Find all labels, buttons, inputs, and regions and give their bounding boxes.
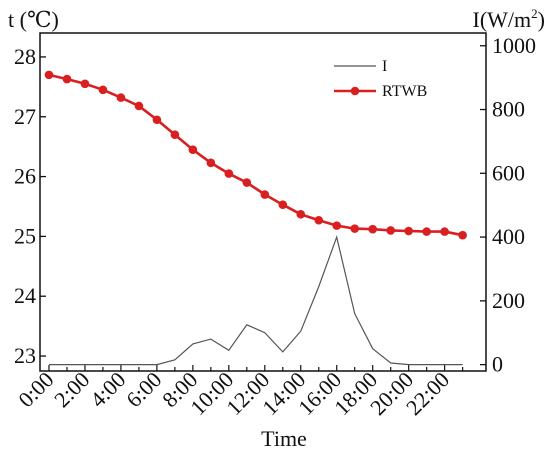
series-point-rtwb [314,215,324,225]
series-point-rtwb [80,79,90,89]
series-lines [44,70,467,366]
series-point-rtwb [188,145,198,154]
series-point-rtwb [404,226,413,236]
axes: 23 24 25 26 27 28 0 200 400 600 800 1000 0:002:004:0… [13,33,536,420]
series-point-rtwb [332,221,342,230]
plot-frame [39,32,487,372]
series-point-rtwb [440,227,449,236]
right-axis-title-suffix: ) [538,7,545,32]
series-point-rtwb [350,224,360,233]
series-point-rtwb [224,169,234,178]
left-y-tick-label: 23 [14,343,36,368]
legend-marker-rtwb [350,86,360,96]
plot-area-frame [39,32,487,372]
series-point-rtwb [170,130,180,139]
right-axis-title-superscript: 2 [531,6,538,21]
x-tick-label: 0:00 [13,367,58,412]
series-point-rtwb [386,226,395,235]
x-tick-label: 6:00 [121,367,166,412]
legend-label-i: I [382,58,387,75]
right-y-tick-label: 400 [492,224,525,249]
series-point-rtwb [116,93,126,102]
right-axis-title: I(W/m2) [473,6,545,32]
right-y-tick-label: 200 [492,288,525,313]
x-tick-label: 2:00 [49,367,94,412]
x-tick-label: 4:00 [85,367,130,412]
legend: I RTWB [334,58,427,100]
series-point-rtwb [242,178,252,187]
right-y-tick-label: 1000 [492,33,536,58]
series-point-rtwb [44,70,54,80]
series-point-rtwb [458,230,467,240]
series-point-rtwb [260,190,270,199]
series-point-rtwb [278,200,288,209]
right-axis-title-prefix: I(W/m [473,7,532,32]
left-axis-title: t (℃) [8,7,59,32]
x-tick-label: 22:00 [401,367,454,420]
legend-label-rtwb: RTWB [382,83,427,100]
left-y-tick-label: 27 [14,104,36,129]
series-point-rtwb [62,74,72,84]
right-y-tick-label: 800 [492,97,525,122]
series-line-i [49,235,463,366]
right-y-tick-label: 0 [492,352,503,377]
series-point-rtwb [152,115,162,125]
series-point-rtwb [422,227,431,236]
series-point-rtwb [296,209,306,219]
left-y-tick-label: 25 [14,223,36,248]
series-point-rtwb [98,85,108,95]
series-point-rtwb [206,158,216,168]
left-y-tick-label: 26 [14,164,36,189]
left-y-tick-label: 24 [14,283,36,308]
right-y-tick-label: 600 [492,160,525,185]
series-point-rtwb [134,101,144,111]
left-y-tick-label: 28 [14,44,36,69]
series-point-rtwb [368,224,378,234]
x-axis-title: Time [261,426,307,451]
